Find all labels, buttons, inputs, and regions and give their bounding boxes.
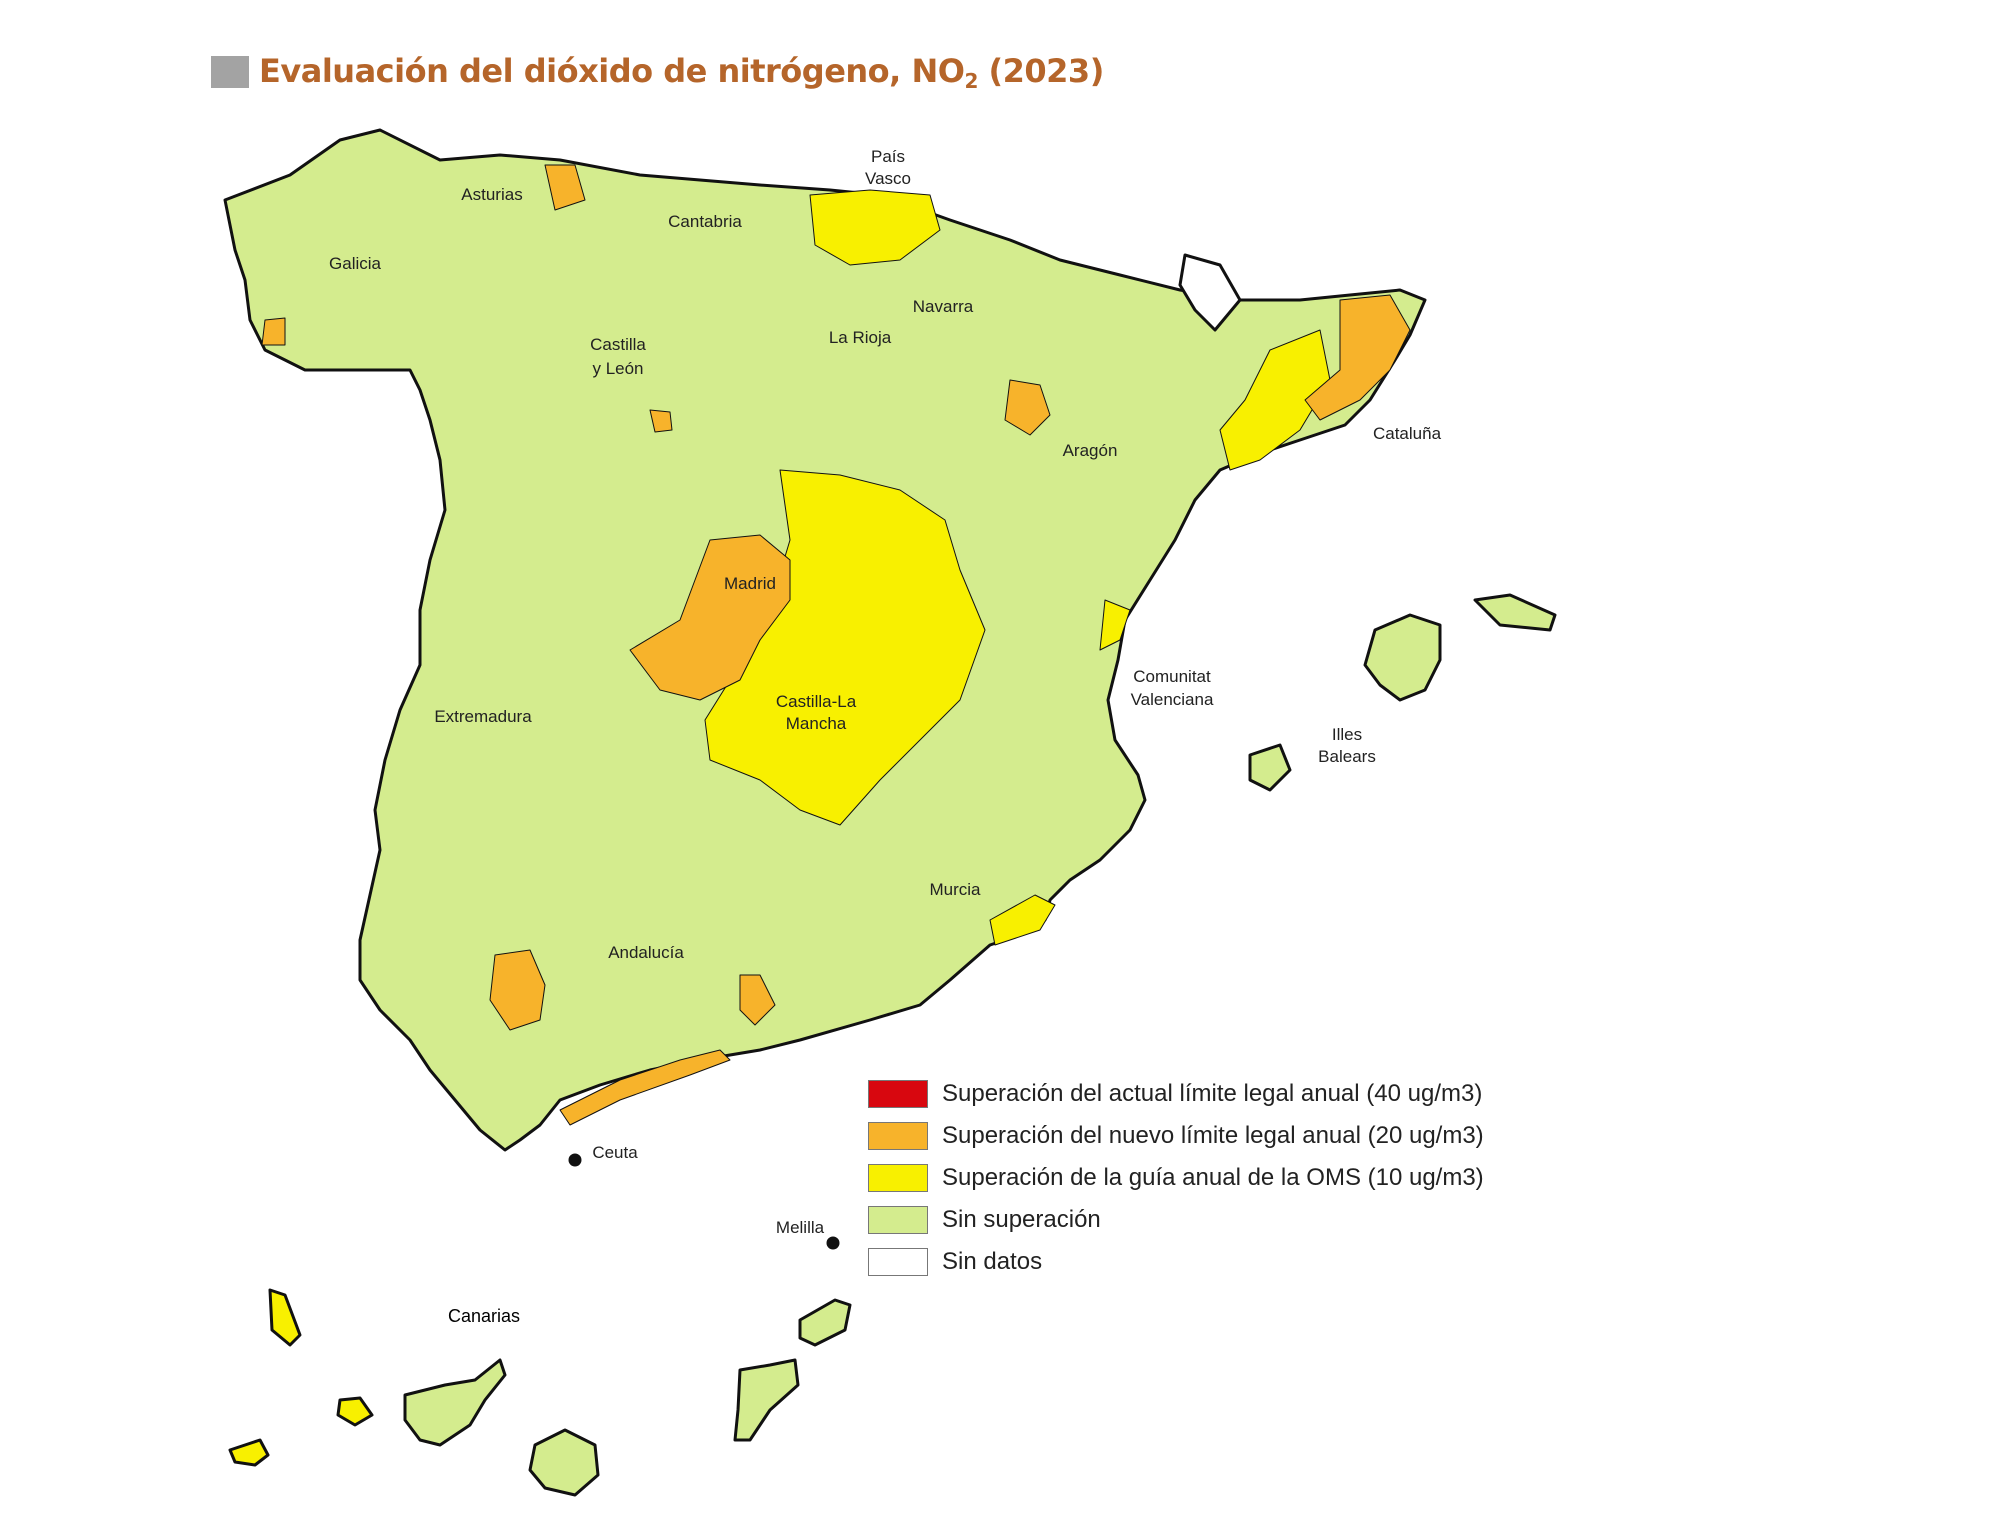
label-castilla-leon-2: y León [592, 359, 643, 378]
label-melilla: Melilla [776, 1218, 825, 1237]
ceuta-mark [568, 1153, 582, 1167]
legend-label-who-guide: Superación de la guía anual de la OMS (1… [942, 1164, 1484, 1191]
gran-canaria [528, 1428, 600, 1497]
murcia-who-zone [989, 894, 1056, 946]
label-galicia: Galicia [329, 254, 382, 273]
legend-item-no-exceed: Sin superación [868, 1199, 1484, 1241]
label-cantabria: Cantabria [668, 212, 742, 231]
valencia-who-zone [1099, 599, 1131, 651]
label-cataluna: Cataluña [1373, 424, 1442, 443]
no-data-zone [1178, 253, 1242, 332]
la-palma [268, 1288, 302, 1347]
label-castilla-leon-1: Castilla [590, 335, 646, 354]
leon-limit-zone [649, 409, 673, 433]
legend-swatch-no-data [868, 1248, 928, 1276]
la-gomera [336, 1396, 374, 1427]
legend-label-no-data: Sin datos [942, 1248, 1043, 1275]
map-title: Evaluación del dióxido de nitrógeno, NO2… [211, 48, 1104, 96]
lanzarote [798, 1298, 852, 1347]
legend-label-no-exceed: Sin superación [942, 1206, 1101, 1233]
label-murcia: Murcia [929, 880, 981, 899]
label-castilla-mancha-1: Castilla-La [776, 692, 857, 711]
legend-item-current-limit: Superación del actual límite legal anual… [868, 1073, 1484, 1115]
legend-swatch-current-limit [868, 1080, 928, 1108]
aragon-limit-zone [1004, 379, 1051, 436]
melilla-mark [826, 1236, 840, 1250]
label-valenciana-2: Valenciana [1131, 690, 1214, 709]
label-ceuta: Ceuta [592, 1143, 638, 1162]
label-aragon: Aragón [1063, 441, 1118, 460]
ibiza [1248, 743, 1292, 792]
label-castilla-mancha-2: Mancha [786, 714, 847, 733]
legend-item-who-guide: Superación de la guía anual de la OMS (1… [868, 1157, 1484, 1199]
map-legend: Superación del actual límite legal anual… [868, 1073, 1484, 1283]
el-hierro [228, 1438, 270, 1467]
menorca [1473, 593, 1557, 632]
label-madrid: Madrid [724, 574, 776, 593]
legend-item-no-data: Sin datos [868, 1241, 1484, 1283]
label-baleares-2: Balears [1318, 747, 1376, 766]
galicia-limit-zone [261, 317, 286, 346]
legend-swatch-new-limit [868, 1122, 928, 1150]
label-canarias: Canarias [448, 1306, 520, 1326]
cataluna-who-zone [1219, 329, 1331, 471]
label-la-rioja: La Rioja [829, 328, 892, 347]
label-navarra: Navarra [913, 297, 974, 316]
label-extremadura: Extremadura [434, 707, 532, 726]
label-asturias: Asturias [461, 185, 522, 204]
title-marker-icon [211, 56, 249, 88]
sevilla-limit-zone [489, 949, 546, 1031]
label-pais-vasco-2: Vasco [865, 169, 911, 188]
cataluna-limit-zone [1304, 294, 1411, 421]
label-pais-vasco-1: País [871, 147, 905, 166]
legend-swatch-no-exceed [868, 1206, 928, 1234]
tenerife [403, 1358, 507, 1447]
madrid-limit-zone [629, 534, 791, 701]
label-baleares-1: Illes [1332, 725, 1362, 744]
fuerteventura [733, 1358, 800, 1442]
label-valenciana-1: Comunitat [1133, 667, 1211, 686]
label-andalucia: Andalucía [608, 943, 684, 962]
costa-limit-zone [559, 1049, 731, 1126]
legend-item-new-limit: Superación del nuevo límite legal anual … [868, 1115, 1484, 1157]
asturias-limit-zone [544, 164, 586, 211]
pais-vasco-who-zone [809, 189, 941, 266]
legend-label-current-limit: Superación del actual límite legal anual… [942, 1080, 1483, 1107]
legend-swatch-who-guide [868, 1164, 928, 1192]
mallorca [1363, 613, 1442, 702]
title-text: Evaluación del dióxido de nitrógeno, NO2… [259, 51, 1104, 93]
legend-label-new-limit: Superación del nuevo límite legal anual … [942, 1122, 1484, 1149]
granada-limit-zone [739, 974, 776, 1026]
